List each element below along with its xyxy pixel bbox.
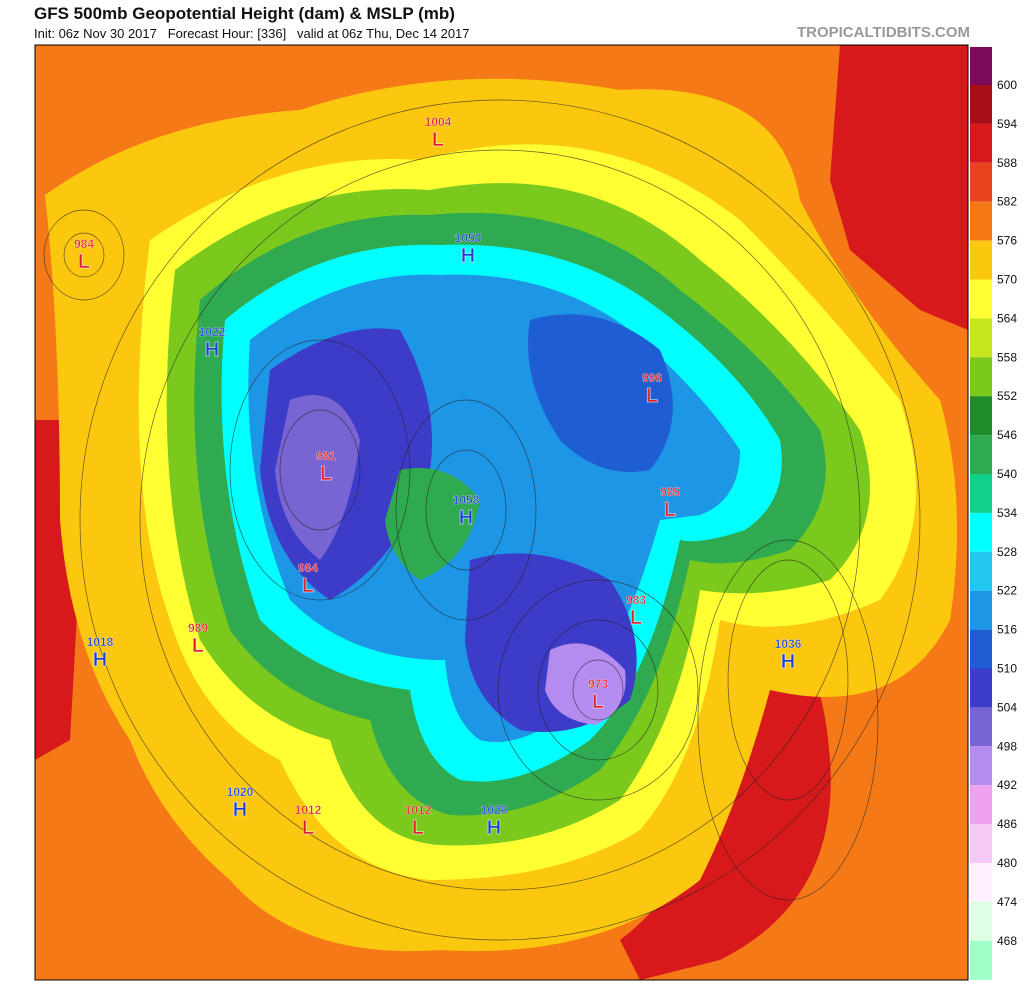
colorbar-swatch — [970, 901, 992, 941]
colorbar-swatch — [970, 201, 992, 241]
colorbar-label: 570 — [997, 273, 1017, 287]
colorbar-swatch — [970, 707, 992, 747]
colorbar-swatch — [970, 863, 992, 902]
center-pressure: 1036 — [775, 637, 802, 651]
center-letter: H — [781, 651, 795, 673]
colorbar-swatch — [970, 746, 992, 786]
center-pressure: 989 — [188, 621, 208, 635]
center-pressure: 984 — [298, 561, 318, 575]
colorbar-label: 492 — [997, 778, 1017, 792]
center-pressure: 1026 — [481, 803, 508, 817]
center-letter: L — [78, 251, 90, 273]
center-pressure: 981 — [316, 449, 336, 463]
center-pressure: 984 — [74, 237, 94, 251]
center-letter: L — [302, 575, 314, 597]
colorbar-swatch — [970, 162, 992, 202]
center-pressure: 1018 — [87, 635, 114, 649]
center-pressure: 1012 — [405, 803, 432, 817]
colorbar-swatch — [970, 85, 992, 124]
center-pressure: 1022 — [199, 325, 226, 339]
center-letter: H — [233, 799, 247, 821]
colorbar-swatch — [970, 123, 992, 163]
colorbar-label: 600 — [997, 78, 1017, 92]
colorbar-swatch — [970, 357, 992, 397]
center-letter: L — [412, 817, 424, 839]
center-letter: L — [592, 691, 604, 713]
center-letter: L — [320, 463, 332, 485]
colorbar-swatch — [970, 940, 992, 980]
colorbar-label: 552 — [997, 389, 1017, 403]
center-letter: L — [646, 385, 658, 407]
colorbar-swatch — [970, 629, 992, 669]
center-letter: H — [461, 245, 475, 267]
center-pressure: 973 — [588, 677, 608, 691]
colorbar-swatch — [970, 47, 992, 85]
colorbar-label: 546 — [997, 428, 1017, 442]
colorbar-swatch — [970, 240, 992, 280]
colorbar-swatch — [970, 668, 992, 708]
colorbar-swatch — [970, 474, 992, 513]
center-letter: L — [432, 129, 444, 151]
height-field — [35, 45, 968, 980]
center-pressure: 983 — [626, 593, 646, 607]
colorbar-label: 564 — [997, 311, 1017, 325]
center-letter: L — [664, 499, 676, 521]
center-letter: L — [630, 607, 642, 629]
colorbar-label: 588 — [997, 156, 1017, 170]
center-letter: H — [487, 817, 501, 839]
colorbar-swatch — [970, 396, 992, 436]
center-pressure: 1012 — [295, 803, 322, 817]
subtitle: Init: 06z Nov 30 2017 Forecast Hour: [33… — [34, 26, 470, 41]
center-letter: L — [192, 635, 204, 657]
colorbar-label: 468 — [997, 934, 1017, 948]
title: GFS 500mb Geopotential Height (dam) & MS… — [34, 4, 455, 23]
colorbar-swatch — [970, 785, 992, 825]
colorbar-label: 516 — [997, 623, 1017, 637]
colorbar-swatch — [970, 318, 992, 358]
colorbar-label: 498 — [997, 739, 1017, 753]
colorbar-swatch — [970, 824, 992, 863]
colorbar-swatch — [970, 512, 992, 552]
colorbar-label: 594 — [997, 117, 1017, 131]
center-pressure: 996 — [642, 371, 662, 385]
colorbar-label: 528 — [997, 545, 1017, 559]
center-pressure: 1020 — [227, 785, 254, 799]
center-letter: H — [93, 649, 107, 671]
center-pressure: 1050 — [455, 231, 482, 245]
colorbar-label: 486 — [997, 817, 1017, 831]
center-letter: H — [459, 507, 473, 529]
center-pressure: 1004 — [425, 115, 452, 129]
colorbar-label: 534 — [997, 506, 1017, 520]
colorbar-swatch — [970, 590, 992, 630]
colorbar-label: 558 — [997, 350, 1017, 364]
colorbar-swatch — [970, 435, 992, 474]
center-pressure: 1058 — [453, 493, 480, 507]
colorbar-label: 582 — [997, 195, 1017, 209]
watermark: TROPICALTIDBITS.COM — [796, 24, 970, 41]
colorbar-label: 504 — [997, 700, 1017, 714]
colorbar-label: 480 — [997, 856, 1017, 870]
colorbar-swatch — [970, 279, 992, 319]
colorbar-label: 474 — [997, 895, 1017, 909]
colorbar-label: 540 — [997, 467, 1017, 481]
center-letter: H — [205, 339, 219, 361]
colorbar-label: 522 — [997, 584, 1017, 598]
colorbar-label: 576 — [997, 234, 1017, 248]
center-letter: L — [302, 817, 314, 839]
colorbar-swatch — [970, 551, 992, 591]
colorbar-label: 510 — [997, 662, 1017, 676]
center-pressure: 985 — [660, 485, 680, 499]
